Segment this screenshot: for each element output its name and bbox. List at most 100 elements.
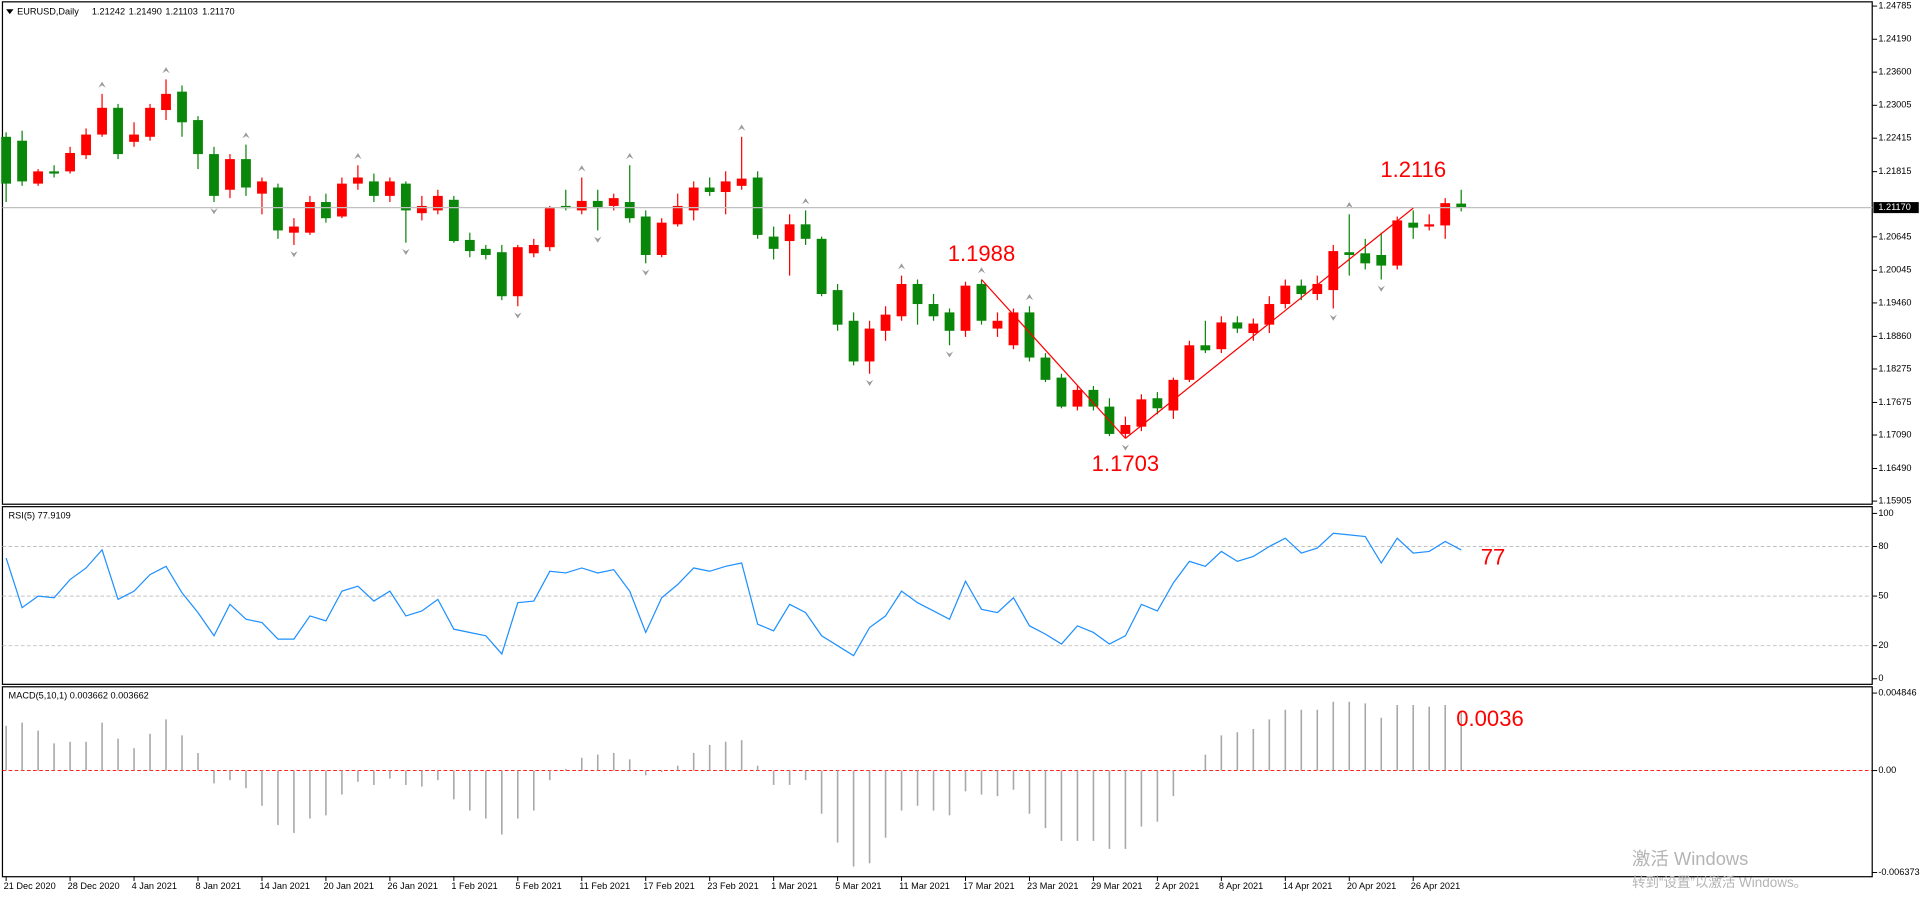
- last-price-box: [1873, 202, 1919, 214]
- candle-body: [113, 107, 123, 155]
- fractal-down: [945, 351, 954, 358]
- x-tick-label: 1 Feb 2021: [451, 881, 497, 891]
- candle-body: [960, 285, 971, 331]
- fractal-down: [1329, 314, 1337, 321]
- y-tick-label: 50: [1878, 591, 1888, 601]
- x-tick-label: 23 Feb 2021: [707, 881, 759, 891]
- header-value: 1.21242: [92, 7, 125, 17]
- rsi-title: RSI(5) 77.9109: [9, 510, 71, 520]
- candle-body: [1136, 399, 1147, 427]
- candle-body: [353, 177, 363, 184]
- x-tick-label: 11 Feb 2021: [579, 881, 630, 891]
- candle-body: [432, 195, 443, 211]
- header-value: 1.21490: [129, 7, 162, 17]
- y-tick-label: 1.23005: [1878, 100, 1911, 110]
- last-price-label: 1.21170: [1878, 202, 1910, 212]
- y-tick-label: 1.20045: [1878, 265, 1911, 275]
- macd-panel: [1, 686, 1873, 878]
- candle-body: [368, 181, 379, 196]
- candle-body: [896, 283, 907, 317]
- x-tick-label: 5 Feb 2021: [515, 881, 561, 891]
- candle-body: [768, 236, 779, 249]
- candle-body: [528, 244, 539, 254]
- candle-body: [464, 239, 475, 252]
- y-tick-label: 100: [1878, 508, 1893, 518]
- fractal-up: [1025, 294, 1034, 301]
- candle-body: [1312, 283, 1323, 295]
- fractal-up: [737, 124, 746, 131]
- fractal-down: [1377, 285, 1385, 292]
- trend-line: [1125, 207, 1414, 439]
- candle-body: [1440, 203, 1451, 226]
- candle-body: [448, 199, 459, 242]
- candle-body: [480, 248, 491, 255]
- candle-body: [592, 200, 603, 209]
- candle-body: [305, 202, 315, 233]
- x-tick-label: 14 Jan 2021: [260, 881, 310, 891]
- x-tick-label: 21 Dec 2020: [4, 881, 56, 891]
- x-tick-label: 14 Apr 2021: [1283, 881, 1332, 891]
- fractal-up: [162, 67, 170, 74]
- candle-body: [257, 181, 267, 194]
- candle-body: [1152, 398, 1163, 409]
- candle-body: [65, 152, 75, 172]
- chart-title: EURUSD,Daily: [17, 7, 79, 17]
- candle-body: [1168, 379, 1179, 411]
- candle-body: [800, 224, 811, 239]
- candle-body: [1344, 252, 1355, 255]
- candle-body: [400, 183, 411, 211]
- fractal-down: [594, 236, 602, 243]
- y-tick-label: 1.24785: [1878, 0, 1911, 10]
- fractal-down: [210, 208, 218, 215]
- x-tick-label: 20 Jan 2021: [323, 881, 373, 891]
- candle-body: [672, 205, 683, 225]
- candle-body: [688, 187, 699, 211]
- candle-body: [912, 283, 923, 305]
- x-tick-label: 4 Jan 2021: [132, 881, 177, 891]
- fractal-up: [354, 152, 362, 160]
- fractal-up: [578, 165, 586, 172]
- candle-body: [1088, 389, 1099, 407]
- candle-body: [1248, 323, 1259, 334]
- candle-body: [640, 216, 651, 255]
- candle-body: [992, 320, 1003, 329]
- candle-body: [832, 290, 843, 325]
- candle-body: [241, 159, 251, 188]
- candle-body: [337, 183, 347, 217]
- x-tick-label: 1 Mar 2021: [771, 881, 817, 891]
- header-value: 1.21170: [202, 7, 234, 17]
- main-panel: [1, 1, 1873, 505]
- candle-body: [289, 226, 299, 233]
- price-annotation: 1.1703: [1092, 451, 1159, 476]
- candle-body: [1264, 304, 1275, 325]
- fractal-down: [402, 248, 410, 255]
- candle-body: [33, 171, 44, 184]
- candle-body: [384, 181, 395, 196]
- x-tick-label: 23 Mar 2021: [1027, 881, 1078, 891]
- fractal-up: [1345, 202, 1353, 209]
- candle-body: [544, 208, 555, 248]
- candle-body: [1024, 312, 1035, 358]
- candle-body: [848, 320, 859, 362]
- candle-body: [1, 136, 12, 184]
- y-tick-label: 20: [1878, 640, 1888, 650]
- y-tick-label: 1.22415: [1878, 133, 1911, 143]
- y-tick-label: 1.24190: [1878, 34, 1911, 44]
- candle-body: [752, 177, 763, 235]
- candle-body: [704, 187, 715, 192]
- candle-body: [97, 107, 107, 135]
- x-tick-label: 8 Apr 2021: [1219, 881, 1263, 891]
- y-tick-label: 1.16490: [1878, 463, 1911, 473]
- rsi-panel: [1, 506, 1873, 685]
- candle-body: [209, 154, 219, 196]
- x-tick-label: 20 Apr 2021: [1347, 881, 1396, 891]
- candle-body: [193, 120, 203, 155]
- x-tick-label: 11 Mar 2021: [899, 881, 950, 891]
- fractal-up: [98, 81, 106, 88]
- x-tick-label: 29 Mar 2021: [1091, 881, 1142, 891]
- candle-body: [656, 222, 667, 255]
- symbol-menu-icon[interactable]: [6, 9, 14, 15]
- candle-body: [1328, 251, 1339, 291]
